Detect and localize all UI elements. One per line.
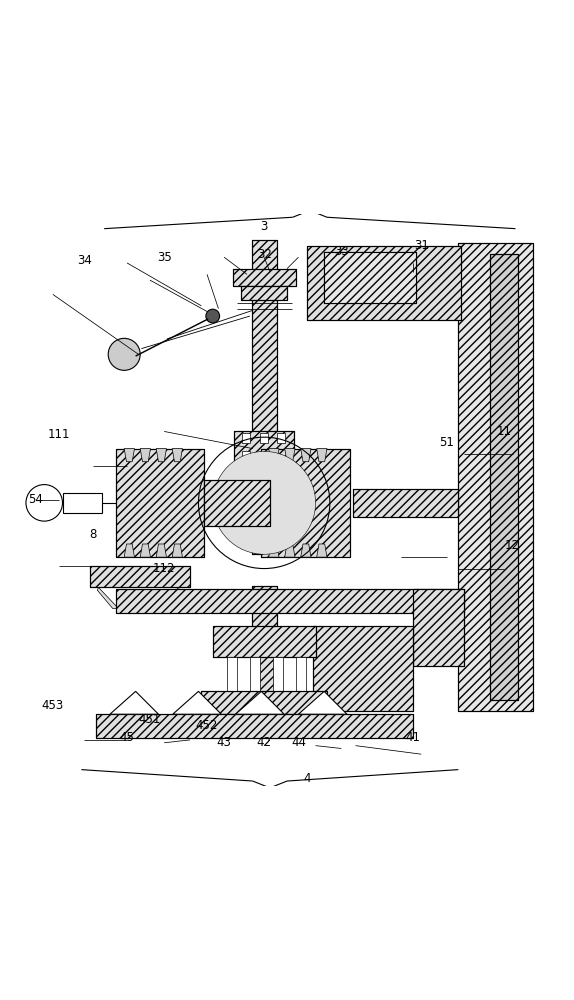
Bar: [259, 433, 267, 443]
Bar: [63, 493, 103, 513]
Bar: [250, 657, 260, 691]
Bar: [490, 254, 518, 700]
Text: 45: 45: [119, 731, 134, 744]
Bar: [324, 252, 416, 303]
Bar: [227, 657, 237, 691]
Bar: [234, 431, 294, 463]
Polygon shape: [172, 449, 183, 462]
Polygon shape: [301, 449, 311, 462]
Text: 54: 54: [28, 493, 43, 506]
Text: 453: 453: [42, 699, 64, 712]
Text: 8: 8: [89, 528, 96, 541]
Bar: [242, 451, 250, 462]
Bar: [96, 714, 413, 738]
Text: 11: 11: [497, 425, 511, 438]
Circle shape: [206, 309, 220, 323]
Polygon shape: [285, 449, 295, 462]
Bar: [234, 431, 294, 463]
Bar: [307, 246, 461, 320]
Polygon shape: [124, 544, 134, 557]
Polygon shape: [285, 544, 295, 557]
Bar: [324, 252, 416, 303]
Text: 34: 34: [77, 254, 92, 267]
Polygon shape: [301, 544, 311, 557]
Polygon shape: [298, 691, 347, 714]
Bar: [232, 269, 296, 286]
Bar: [490, 254, 518, 700]
Bar: [115, 589, 464, 613]
Bar: [413, 589, 464, 666]
Bar: [277, 451, 285, 462]
Bar: [251, 240, 277, 554]
Bar: [277, 433, 285, 443]
Text: 3: 3: [261, 220, 268, 233]
Circle shape: [26, 485, 63, 521]
Polygon shape: [140, 449, 150, 462]
Text: 44: 44: [291, 736, 306, 749]
Bar: [261, 449, 350, 557]
Polygon shape: [98, 587, 118, 609]
Polygon shape: [172, 544, 183, 557]
Bar: [413, 589, 464, 666]
Circle shape: [108, 338, 140, 370]
Bar: [201, 691, 327, 714]
Bar: [251, 586, 277, 734]
Bar: [115, 589, 464, 613]
Bar: [273, 657, 283, 691]
Polygon shape: [235, 691, 284, 714]
Bar: [213, 626, 316, 657]
Text: 41: 41: [405, 731, 420, 744]
Circle shape: [213, 451, 316, 554]
Bar: [296, 657, 306, 691]
Polygon shape: [156, 544, 166, 557]
Bar: [313, 626, 413, 711]
Polygon shape: [124, 449, 134, 462]
Polygon shape: [317, 449, 327, 462]
Polygon shape: [156, 449, 166, 462]
Bar: [90, 566, 190, 587]
Bar: [241, 286, 287, 300]
Text: 42: 42: [257, 736, 272, 749]
Bar: [213, 626, 316, 657]
Bar: [96, 714, 413, 738]
Bar: [241, 286, 287, 300]
Text: 35: 35: [157, 251, 172, 264]
Bar: [115, 449, 204, 557]
Text: 51: 51: [440, 436, 455, 449]
Bar: [352, 489, 459, 517]
Bar: [259, 451, 267, 462]
Text: 112: 112: [153, 562, 176, 575]
Bar: [459, 243, 533, 711]
Bar: [232, 269, 296, 286]
Bar: [204, 480, 270, 526]
Bar: [313, 626, 413, 711]
Bar: [251, 586, 277, 734]
Text: 43: 43: [217, 736, 231, 749]
Text: 33: 33: [334, 245, 348, 258]
Polygon shape: [140, 544, 150, 557]
Polygon shape: [269, 544, 279, 557]
Text: 452: 452: [196, 719, 218, 732]
Text: 451: 451: [139, 713, 161, 726]
Polygon shape: [158, 587, 180, 609]
Bar: [90, 566, 190, 587]
Bar: [261, 449, 350, 557]
Bar: [307, 246, 461, 320]
Bar: [115, 449, 204, 557]
Polygon shape: [110, 691, 158, 714]
Bar: [251, 240, 277, 554]
Bar: [242, 433, 250, 443]
Text: 12: 12: [505, 539, 520, 552]
Bar: [352, 489, 459, 517]
Polygon shape: [269, 449, 279, 462]
Text: 32: 32: [257, 248, 272, 261]
Text: 111: 111: [47, 428, 70, 441]
Text: 4: 4: [303, 772, 311, 785]
Polygon shape: [173, 691, 222, 714]
Bar: [204, 480, 270, 526]
Text: 31: 31: [414, 239, 429, 252]
Polygon shape: [317, 544, 327, 557]
Bar: [459, 243, 533, 711]
Bar: [201, 691, 327, 714]
